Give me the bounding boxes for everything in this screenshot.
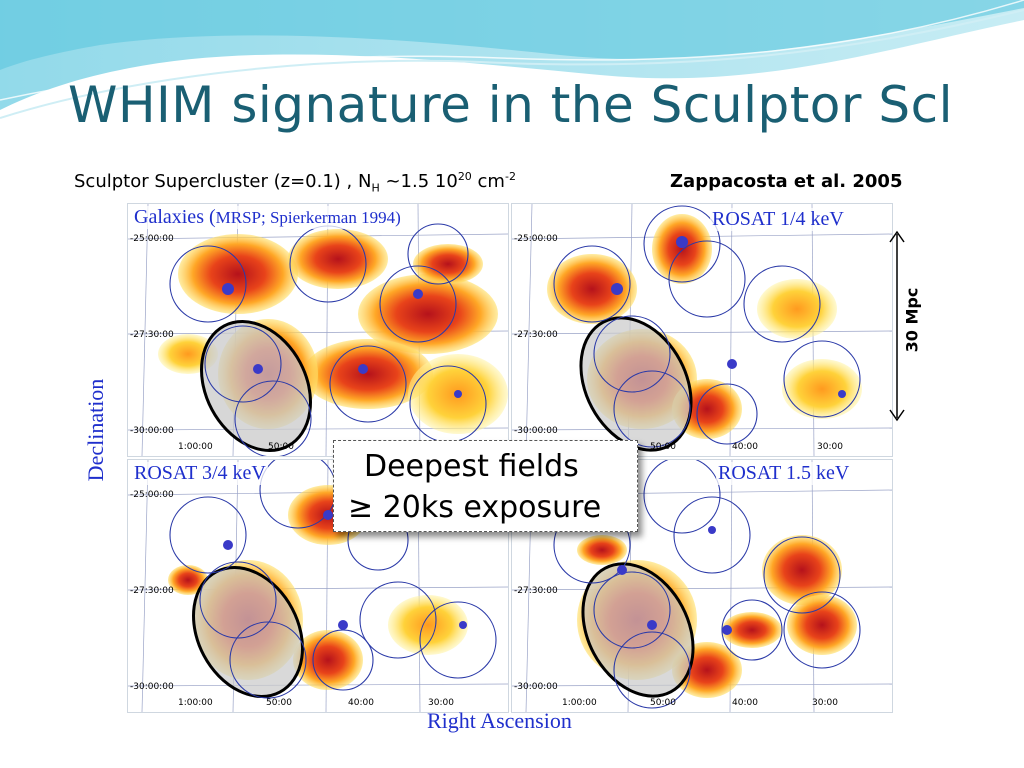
dec-tick: -25:00:00 [514,234,558,244]
y-axis-label: Declination [83,378,108,482]
ra-tick: 50:00 [650,442,676,452]
reference-citation: Zappacosta et al. 2005 [670,171,903,192]
panel-label-rosat-three-quarter-kev: ROSAT 3/4 keV [132,462,268,485]
ra-tick: 1:00:00 [178,698,213,708]
dec-tick: -30:00:00 [514,682,558,692]
x-axis-label: Right Ascension [427,708,572,733]
dec-tick: -27:30:00 [514,330,558,340]
ra-tick: 50:00 [650,698,676,708]
ra-tick: 30:00 [817,442,843,452]
dec-tick: -27:30:00 [514,586,558,596]
dec-tick: -27:30:00 [130,586,174,596]
rosat-quarter-kev-map [512,204,892,456]
rosat-one-point-five-kev-map [512,460,892,712]
dec-tick: -25:00:00 [130,490,174,500]
dec-tick: -27:30:00 [130,330,174,340]
ra-tick: 30:00 [428,698,454,708]
galaxies-map [128,204,508,456]
slide-title: WHIM signature in the Sculptor Scl [68,76,953,134]
callout-box: Deepest fields ≥ 20ks exposure [333,440,638,532]
dec-tick: -30:00:00 [130,426,174,436]
panel-label-rosat-quarter-kev: ROSAT 1/4 keV [710,208,846,231]
ra-tick: 30:00 [812,698,838,708]
panel-rosat-three-quarter-kev: -25:00:00 -27:30:00 -30:00:00 1:00:00 50… [127,459,509,713]
panel-rosat-quarter-kev: -25:00:00 -27:30:00 -30:00:00 50:00 40:0… [511,203,893,457]
ra-tick: 50:00 [266,698,292,708]
panel-galaxies: -25:00:00 -27:30:00 -30:00:00 1:00:00 50… [127,203,509,457]
panel-rosat-one-point-five-kev: -25:00:00 -27:30:00 -30:00:00 1:00:00 50… [511,459,893,713]
panel-label-galaxies: Galaxies (MRSP; Spierkerman 1994) [132,206,403,229]
scale-bar-arrow [889,230,905,422]
rosat-three-quarter-kev-map [128,460,508,712]
dec-tick: -30:00:00 [130,682,174,692]
ra-tick: 40:00 [732,698,758,708]
callout-line-1: Deepest fields [364,449,579,484]
dec-tick: -25:00:00 [130,234,174,244]
ra-tick: 1:00:00 [178,442,213,452]
scale-bar-label: 30 Mpc [902,287,922,353]
callout-line-2: ≥ 20ks exposure [348,490,602,525]
ra-tick: 50:00 [268,442,294,452]
header-wave-decoration [0,0,1024,119]
dec-tick: -30:00:00 [514,426,558,436]
ra-tick: 40:00 [732,442,758,452]
ra-tick: 40:00 [348,698,374,708]
ra-tick: 1:00:00 [562,698,597,708]
panel-label-rosat-one-point-five-kev: ROSAT 1.5 keV [716,462,852,485]
slide-subtitle: Sculptor Supercluster (z=0.1) , NH ~1.5 … [74,170,516,195]
